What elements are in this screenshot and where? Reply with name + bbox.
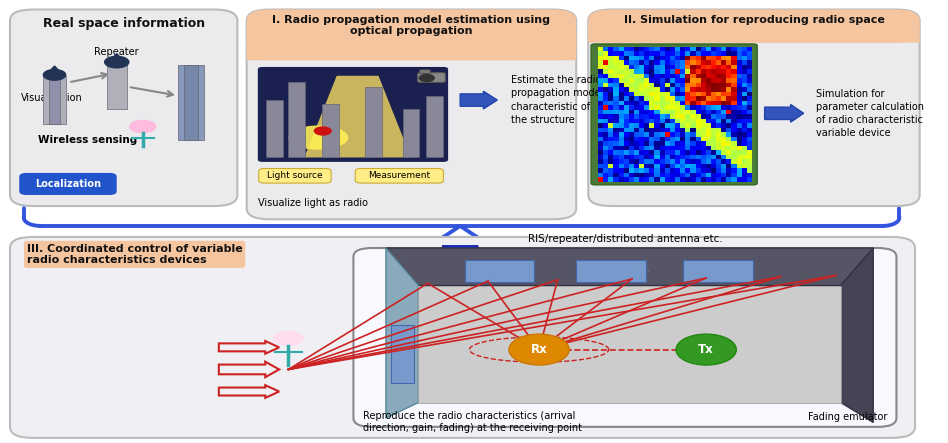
Bar [288,82,305,157]
Circle shape [104,56,129,68]
Bar [403,109,419,157]
Text: Estimate the radio
propagation model
characteristic of
the structure: Estimate the radio propagation model cha… [511,75,604,125]
Ellipse shape [288,125,348,150]
Bar [178,65,204,140]
Bar [576,260,646,283]
Text: Tx: Tx [699,343,714,356]
Text: III. Coordinated control of variable
radio characteristics devices: III. Coordinated control of variable rad… [27,244,243,265]
Text: · · ·: · · · [632,267,650,277]
FancyBboxPatch shape [19,173,117,195]
Text: II. Simulation for reproducing radio space: II. Simulation for reproducing radio spa… [624,15,884,25]
Circle shape [315,127,331,135]
Circle shape [419,74,434,82]
Circle shape [130,120,155,133]
FancyBboxPatch shape [10,10,237,206]
Text: Miniature model: Miniature model [261,68,340,78]
Bar [106,62,127,109]
Polygon shape [386,248,873,286]
FancyBboxPatch shape [259,168,331,183]
Bar [391,325,413,383]
FancyBboxPatch shape [246,10,576,219]
Text: Repeater: Repeater [95,47,139,57]
FancyBboxPatch shape [417,73,446,82]
Text: Real space information: Real space information [43,17,205,31]
FancyBboxPatch shape [258,67,448,162]
Polygon shape [108,54,125,62]
Bar [322,105,338,157]
Bar [366,87,382,157]
Circle shape [44,70,65,80]
Text: Rx: Rx [531,343,547,356]
Ellipse shape [509,334,569,365]
Bar [426,96,443,157]
FancyBboxPatch shape [589,10,920,206]
Text: RIS/repeater/distributed antenna etc.: RIS/repeater/distributed antenna etc. [528,233,722,244]
FancyBboxPatch shape [10,237,915,438]
Circle shape [274,331,303,346]
Text: Localization: Localization [35,179,101,189]
Bar [49,76,60,124]
FancyBboxPatch shape [356,168,444,183]
Text: Reproduce the radio characteristics (arrival
direction, gain, fading) at the rec: Reproduce the radio characteristics (arr… [363,411,582,433]
Text: Visualization: Visualization [21,93,82,103]
FancyBboxPatch shape [246,10,576,60]
FancyBboxPatch shape [591,44,757,185]
FancyBboxPatch shape [589,10,920,43]
Bar [266,100,283,157]
Polygon shape [386,248,418,418]
Polygon shape [46,66,64,76]
FancyArrow shape [460,91,498,109]
Ellipse shape [676,334,737,365]
Bar [43,76,66,124]
Polygon shape [304,76,411,157]
FancyBboxPatch shape [589,26,920,43]
Polygon shape [418,286,841,403]
FancyBboxPatch shape [354,248,897,427]
Bar [184,65,198,140]
Text: Visualize light as radio: Visualize light as radio [258,198,368,208]
FancyArrow shape [765,105,804,122]
FancyBboxPatch shape [246,35,576,60]
Polygon shape [841,248,873,423]
Text: Light source: Light source [267,171,322,180]
Text: Simulation for
parameter calculation
of radio characteristic
variable device: Simulation for parameter calculation of … [815,89,923,138]
Bar [683,260,753,283]
Text: Fading emulator: Fading emulator [808,412,887,423]
Text: Measurement: Measurement [369,171,430,180]
Text: I. Radio propagation model estimation using
optical propagation: I. Radio propagation model estimation us… [272,15,551,36]
Bar [465,260,535,283]
Text: RIS: RIS [178,113,194,123]
FancyBboxPatch shape [419,70,430,74]
FancyArrow shape [428,246,493,272]
Text: Wireless sensing: Wireless sensing [38,136,137,145]
